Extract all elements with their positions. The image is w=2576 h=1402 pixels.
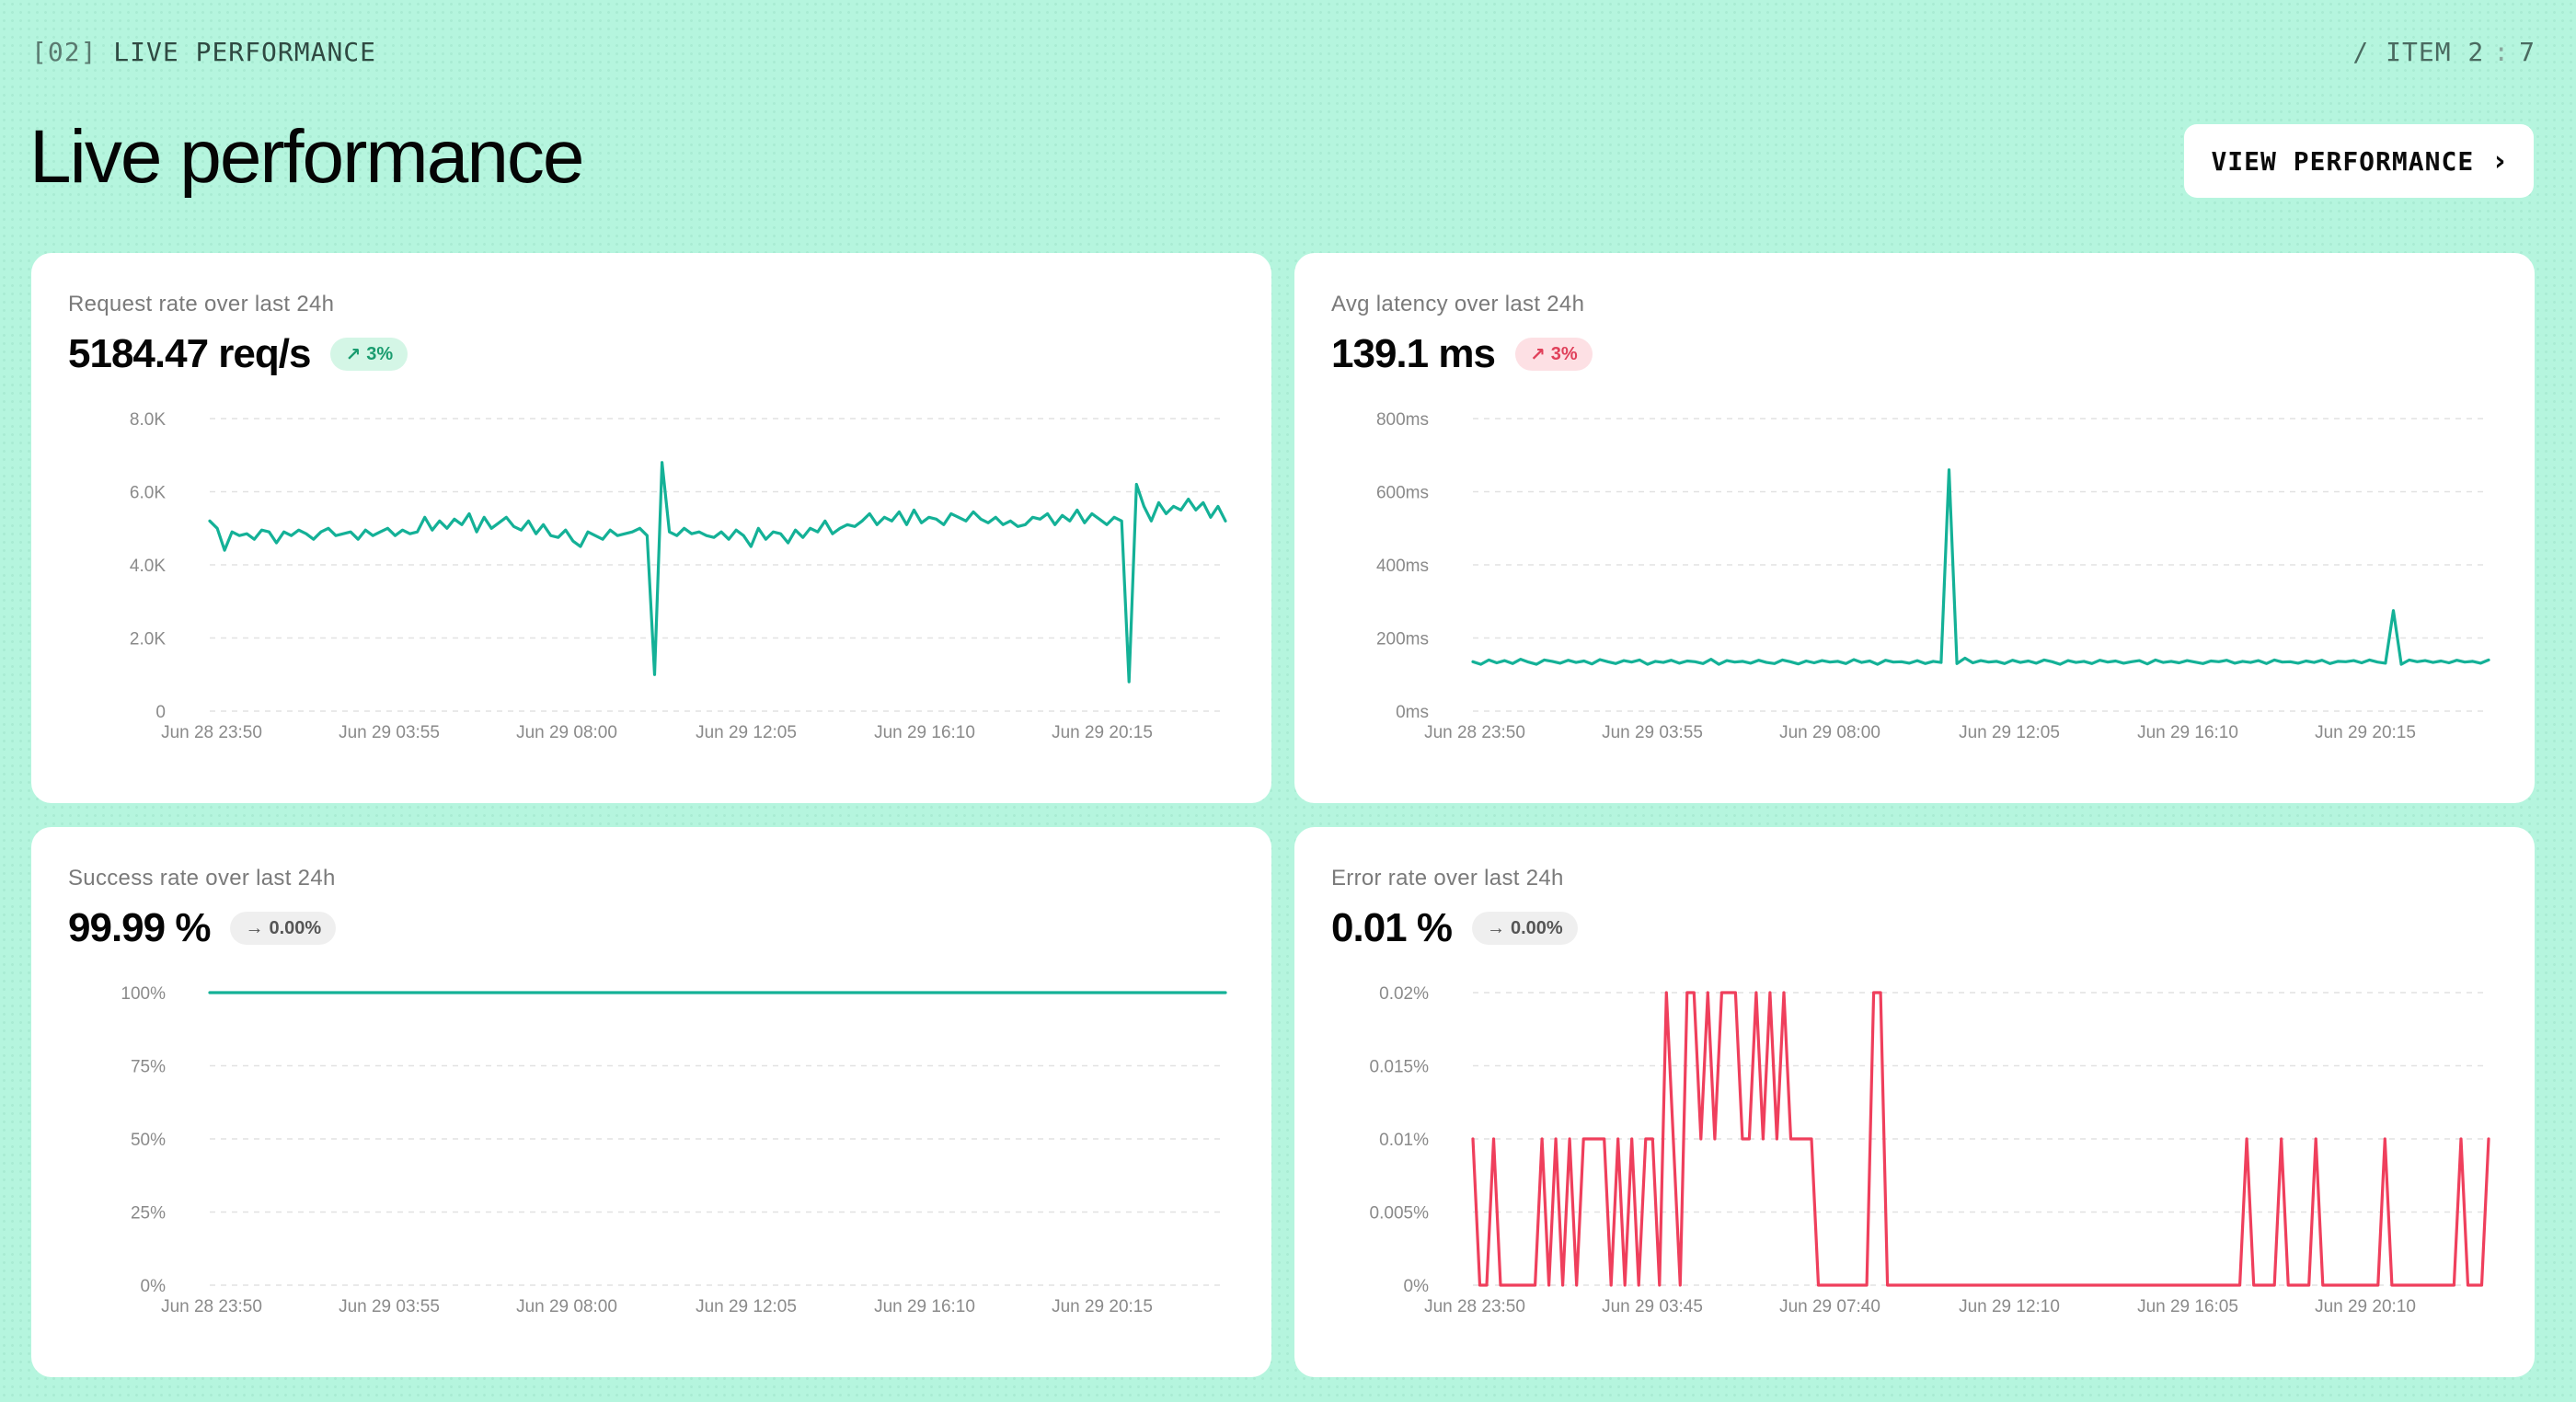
metric-row: 0.01 % → 0.00% [1331,902,1578,954]
change-badge: ↗ 3% [1514,338,1593,371]
series-line [1471,468,2490,666]
y-tick-label: 0 [155,703,166,722]
x-tick-label: Jun 29 20:15 [2315,723,2416,742]
counter-total: 7 [2519,36,2536,67]
card-title: Request rate over last 24h [68,292,335,316]
change-badge: → 0.00% [1471,912,1578,945]
y-tick-label: 6.0K [130,484,166,503]
y-tick-label: 600ms [1376,484,1429,503]
x-tick-label: Jun 29 12:05 [696,723,797,742]
chevron-right-icon: › [2494,144,2507,178]
metric-row: 139.1 ms ↗ 3% [1331,328,1593,380]
y-tick-label: 0% [141,1277,167,1296]
metric-row: 99.99 % → 0.00% [68,902,337,954]
y-tick-label: 200ms [1376,630,1429,649]
x-tick-label: Jun 29 08:00 [516,1297,617,1316]
success-rate-chart: 0% 25% 50% 75% 100% Jun 28 23:50 Jun 29 03:55 J… [121,984,1227,1316]
card-title: Error rate over last 24h [1331,866,1564,891]
y-tick-label: 0.015% [1370,1058,1430,1077]
x-tick-label: Jun 29 03:55 [339,723,440,742]
change-badge: ↗ 3% [330,338,408,371]
x-tick-label: Jun 28 23:50 [1424,1297,1525,1316]
arrow-up-right-icon: ↗ [1529,344,1546,365]
card-title: Avg latency over last 24h [1331,292,1585,316]
x-tick-label: Jun 29 07:40 [1779,1297,1880,1316]
y-tick-label: 400ms [1376,557,1429,576]
view-performance-label: VIEW PERFORMANCE [2211,145,2475,177]
x-tick-label: Jun 29 20:15 [1052,1297,1153,1316]
item-counter: / ITEM 2:7 [2352,37,2536,67]
y-tick-label: 50% [131,1131,166,1150]
x-tick-label: Jun 29 16:10 [2137,723,2238,742]
arrow-right-icon: → [245,917,264,938]
x-tick-label: Jun 29 16:10 [874,1297,975,1316]
y-tick-label: 0ms [1396,703,1429,722]
y-tick-label: 0% [1404,1277,1430,1296]
x-tick-label: Jun 29 20:15 [1052,723,1153,742]
y-tick-label: 25% [131,1204,166,1224]
avg-latency-card: Avg latency over last 24h 139.1 ms ↗ 3% … [1294,253,2535,803]
badge-text: 0.00% [269,917,322,938]
error-rate-chart: 0% 0.005% 0.01% 0.015% 0.02% Jun 28 23:50 Jun … [1370,984,2490,1316]
section-number: [02] [31,36,98,67]
badge-text: 3% [1550,343,1578,364]
y-tick-label: 2.0K [130,630,166,649]
section-label: [02] LIVE PERFORMANCE [31,37,376,67]
y-tick-label: 0.02% [1379,984,1429,1004]
change-badge: → 0.00% [230,912,337,945]
x-tick-label: Jun 28 23:50 [161,723,262,742]
top-bar: [02] LIVE PERFORMANCE / ITEM 2:7 [31,33,2536,70]
x-tick-label: Jun 29 16:10 [874,723,975,742]
x-tick-label: Jun 29 03:55 [339,1297,440,1316]
x-tick-label: Jun 29 03:45 [1602,1297,1703,1316]
request-rate-card: Request rate over last 24h 5184.47 req/s… [31,253,1271,803]
y-tick-label: 800ms [1376,410,1429,430]
y-tick-label: 4.0K [130,557,166,576]
series-line [1471,991,2490,1287]
metric-value: 0.01 % [1331,905,1453,950]
x-tick-label: Jun 29 12:10 [1959,1297,2060,1316]
badge-text: 0.00% [1510,917,1563,938]
counter-current: 2 [2467,36,2485,67]
success-rate-card: Success rate over last 24h 99.99 % → 0.0… [31,827,1271,1377]
request-rate-chart: 0 2.0K 4.0K 6.0K 8.0K Jun 28 23:50 Jun 29 03:5… [130,410,1227,742]
x-tick-label: Jun 28 23:50 [1424,723,1525,742]
x-tick-label: Jun 28 23:50 [161,1297,262,1316]
x-tick-label: Jun 29 08:00 [1779,723,1880,742]
x-tick-label: Jun 29 08:00 [516,723,617,742]
counter-prefix: / ITEM [2352,36,2452,67]
counter-separator: : [2493,36,2511,67]
view-performance-button[interactable]: VIEW PERFORMANCE › [2184,124,2534,198]
x-tick-label: Jun 29 16:05 [2137,1297,2238,1316]
y-tick-label: 100% [121,984,166,1004]
x-tick-label: Jun 29 12:05 [696,1297,797,1316]
metric-value: 139.1 ms [1331,331,1496,376]
y-tick-label: 8.0K [130,410,166,430]
badge-text: 3% [366,343,394,364]
metric-value: 99.99 % [68,905,211,950]
y-tick-label: 75% [131,1058,166,1077]
error-rate-card: Error rate over last 24h 0.01 % → 0.00% … [1294,827,2535,1377]
metric-row: 5184.47 req/s ↗ 3% [68,328,408,380]
avg-latency-chart: 0ms 200ms 400ms 600ms 800ms Jun 28 23:50 Jun 2… [1376,410,2490,742]
metric-value: 5184.47 req/s [68,331,311,376]
x-tick-label: Jun 29 12:05 [1959,723,2060,742]
y-tick-label: 0.005% [1370,1204,1430,1224]
arrow-up-right-icon: ↗ [345,344,362,365]
section-name: LIVE PERFORMANCE [113,36,377,67]
x-tick-label: Jun 29 03:55 [1602,723,1703,742]
series-line [208,461,1227,684]
x-tick-label: Jun 29 20:10 [2315,1297,2416,1316]
y-tick-label: 0.01% [1379,1131,1429,1150]
arrow-right-icon: → [1486,917,1505,938]
card-title: Success rate over last 24h [68,866,336,891]
page-title: Live performance [29,115,585,199]
